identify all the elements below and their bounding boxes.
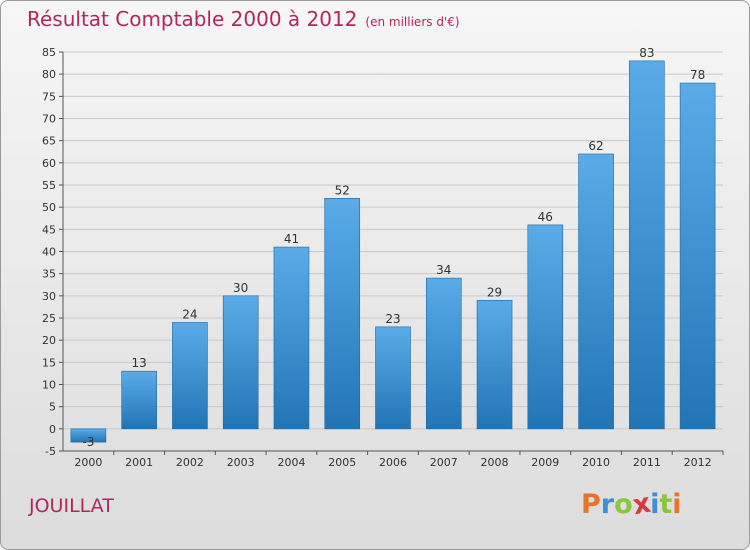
logo-letter: t: [659, 489, 673, 520]
y-tick-label: 50: [42, 201, 56, 214]
data-label-2004: 41: [284, 232, 299, 246]
chart-subtitle: (en milliers d'€): [365, 15, 460, 29]
x-tick-label: 2009: [531, 456, 559, 469]
y-tick-label: 20: [42, 334, 56, 347]
y-tick-label: 60: [42, 157, 56, 170]
y-tick-label: -5: [45, 445, 56, 458]
bar-2011: [629, 60, 665, 430]
bar-2007: [425, 277, 462, 430]
x-tick-label: 2003: [227, 456, 255, 469]
y-tick-label: 45: [42, 223, 56, 236]
x-tick-label: 2000: [74, 456, 102, 469]
y-tick-label: 35: [42, 268, 56, 281]
data-label-2011: 83: [639, 46, 654, 60]
y-tick-label: 70: [42, 113, 56, 126]
x-tick-label: 2001: [125, 456, 153, 469]
x-tick-label: 2002: [176, 456, 204, 469]
logo-letter: i: [650, 489, 660, 520]
axes: -5 0 5 10 15 20 25 30 35 40 45 50 55 60 65 70 75 80 85 2000…: [42, 46, 724, 469]
data-label-2002: 24: [182, 307, 197, 321]
y-tick-label: 55: [42, 179, 56, 192]
bar-2004: [273, 246, 310, 430]
bar-2008: [476, 299, 513, 430]
title-row: Résultat Comptable 2000 à 2012 (en millie…: [27, 7, 460, 31]
y-tick-label: 40: [42, 246, 56, 259]
bar-2009: [527, 224, 564, 430]
bars: [70, 60, 716, 443]
x-tick-label: 2006: [379, 456, 407, 469]
x-tick-label: 2010: [582, 456, 610, 469]
y-tick-label: 25: [42, 312, 56, 325]
y-tick-label: 0: [49, 423, 56, 436]
y-tick-label: 30: [42, 290, 56, 303]
bar-2012: [679, 82, 716, 430]
y-tick-label: 5: [49, 401, 56, 414]
data-label-2005: 52: [335, 183, 350, 197]
y-tick-label: 75: [42, 90, 56, 103]
x-tick-label: 2008: [481, 456, 509, 469]
data-label-2003: 30: [233, 281, 248, 295]
data-label-2008: 29: [487, 285, 502, 299]
logo-letter: o: [614, 489, 633, 520]
y-tick-label: 10: [42, 379, 56, 392]
y-tick-label: 65: [42, 135, 56, 148]
bar-2010: [578, 153, 614, 430]
y-tick-label: 15: [42, 356, 56, 369]
data-label-2007: 34: [436, 263, 451, 277]
x-tick-label: 2011: [633, 456, 661, 469]
data-label-2000: -3: [82, 435, 94, 449]
data-label-2009: 46: [538, 210, 553, 224]
x-tick-label: 2007: [430, 456, 458, 469]
bar-2005: [324, 198, 361, 430]
bar-2001: [121, 370, 157, 430]
data-label-2006: 23: [385, 312, 400, 326]
data-labels: -3 13 24 30 41 52 23 34 29 46 62 83 78: [82, 46, 705, 449]
proxiti-logo[interactable]: Proxiti: [581, 488, 682, 522]
bar-2002: [172, 322, 208, 430]
data-label-2010: 62: [588, 139, 603, 153]
logo-letter: i: [672, 489, 682, 520]
x-tick-label: 2012: [684, 456, 712, 469]
chart-title: Résultat Comptable 2000 à 2012: [27, 7, 358, 31]
logo-letter: P: [581, 489, 601, 520]
town-name: JOUILLAT: [29, 495, 114, 517]
logo-letter: r: [600, 489, 615, 520]
bar-2006: [375, 326, 411, 430]
y-tick-label: 80: [42, 68, 56, 81]
data-label-2001: 13: [132, 356, 147, 370]
y-tick-label: 85: [42, 46, 56, 59]
data-label-2012: 78: [690, 68, 705, 82]
bar-2000: [70, 428, 107, 443]
x-tick-label: 2004: [277, 456, 305, 469]
bar-2003: [222, 295, 259, 430]
x-tick-label: 2005: [328, 456, 356, 469]
